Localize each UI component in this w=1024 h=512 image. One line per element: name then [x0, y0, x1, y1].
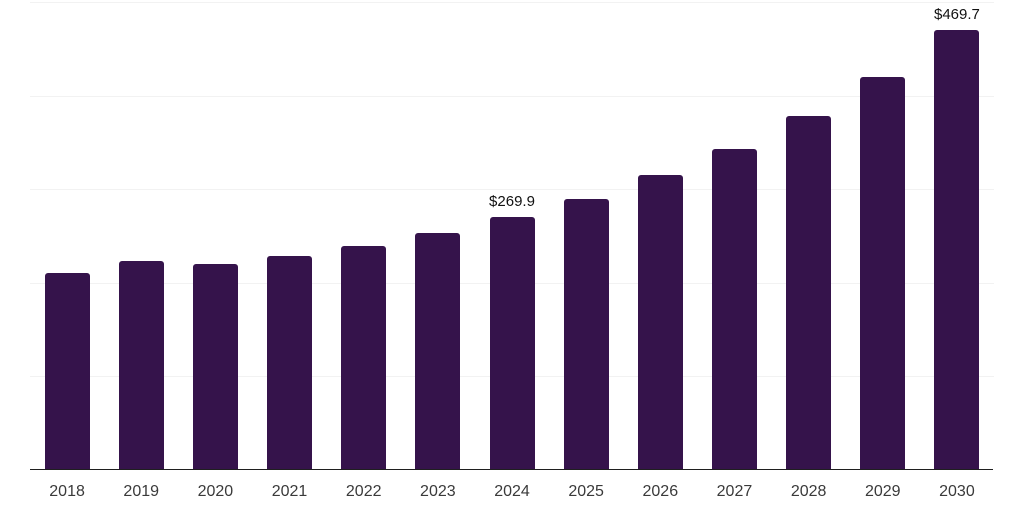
bar-2029[interactable] — [860, 77, 906, 470]
bar-2022[interactable] — [341, 245, 387, 470]
bar-2021[interactable] — [267, 255, 313, 470]
bar-2026[interactable] — [637, 174, 683, 470]
x-tick-2026: 2026 — [642, 483, 679, 500]
x-tick-2024: 2024 — [494, 483, 530, 500]
bar-2023[interactable] — [415, 232, 461, 470]
x-axis-line — [30, 468, 993, 470]
x-tick-2025: 2025 — [568, 483, 604, 500]
x-tick-2022: 2022 — [345, 483, 382, 500]
x-tick-2027: 2027 — [716, 483, 753, 500]
x-tick-2028: 2028 — [790, 483, 827, 500]
bar-2020[interactable] — [192, 263, 238, 470]
gridline-400 — [30, 95, 994, 97]
x-tick-2023: 2023 — [420, 483, 456, 500]
x-tick-2030: 2030 — [939, 483, 975, 500]
bar-2027[interactable] — [711, 149, 757, 470]
x-tick-2020: 2020 — [197, 483, 234, 500]
x-tick-2018: 2018 — [49, 483, 85, 500]
bar-2018[interactable] — [44, 272, 90, 470]
x-tick-2029: 2029 — [864, 483, 901, 500]
data-label-2030: $469.7 — [933, 6, 980, 24]
x-tick-2021: 2021 — [271, 483, 308, 500]
data-label-2024: $269.9 — [489, 193, 535, 211]
bar-2028[interactable] — [786, 116, 832, 470]
gridline-300 — [30, 189, 994, 191]
plot-area: $269.9 $469.7 — [30, 0, 994, 470]
bar-2019[interactable] — [118, 260, 164, 470]
x-tick-2019: 2019 — [123, 483, 160, 500]
bar-2025[interactable] — [563, 198, 609, 470]
gridline-500 — [30, 2, 994, 3]
bar-2030[interactable] — [934, 30, 980, 470]
bar-2024[interactable] — [489, 217, 535, 470]
